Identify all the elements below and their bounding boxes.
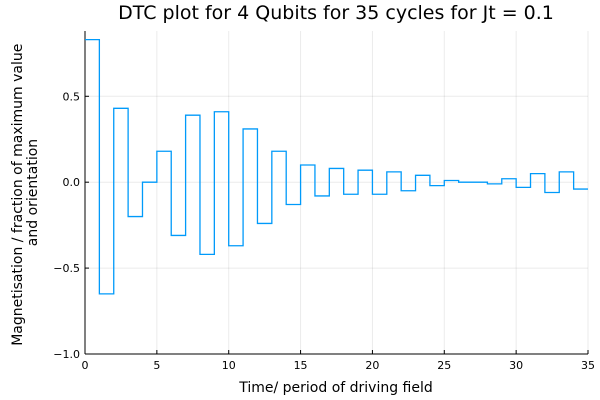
x-axis-label: Time/ period of driving field xyxy=(238,380,433,396)
x-tick-label-2: 10 xyxy=(222,359,236,372)
x-tick-label-1: 5 xyxy=(153,359,160,372)
y-tick-label-2: 0.0 xyxy=(63,176,81,189)
x-tick-label-3: 15 xyxy=(294,359,308,372)
tick-labels: 0 5 10 15 20 25 30 35 −1.0 −0.5 0.0 0.5 xyxy=(53,90,595,372)
x-tick-label-7: 35 xyxy=(581,359,595,372)
y-axis-label-line-1: Magnetisation / fraction of maximum valu… xyxy=(10,44,26,346)
y-tick-label-3: 0.5 xyxy=(63,90,81,103)
y-tick-label-1: −0.5 xyxy=(53,262,80,275)
y-axis-label-line-2: and orientation xyxy=(25,139,41,246)
chart-title: DTC plot for 4 Qubits for 35 cycles for … xyxy=(118,2,554,24)
y-tick-label-0: −1.0 xyxy=(53,348,80,361)
x-tick-label-4: 20 xyxy=(365,359,379,372)
y-axis-label: Magnetisation / fraction of maximum valu… xyxy=(10,39,41,346)
axes xyxy=(84,31,589,355)
series-layer xyxy=(85,38,588,295)
series-0-step-line xyxy=(85,38,588,295)
x-tick-label-6: 30 xyxy=(509,359,523,372)
grid-lines xyxy=(84,31,589,355)
x-tick-label-5: 25 xyxy=(437,359,451,372)
x-tick-label-0: 0 xyxy=(82,359,89,372)
